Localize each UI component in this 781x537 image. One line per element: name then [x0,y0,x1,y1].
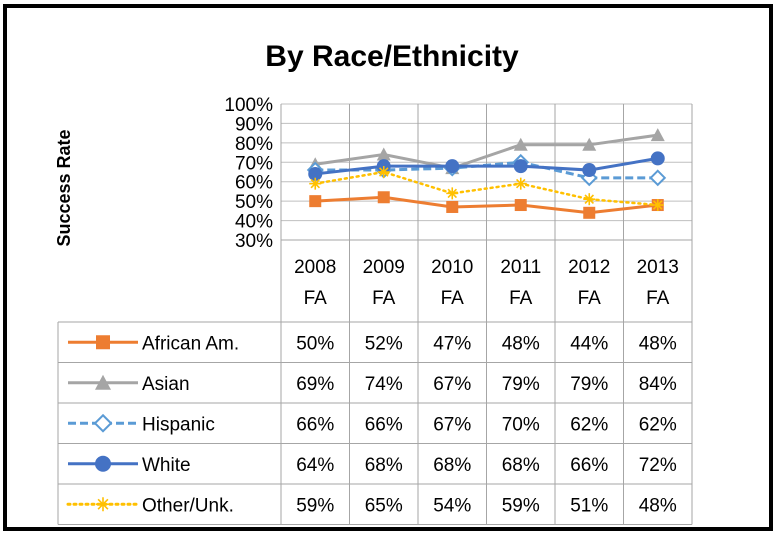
circle-marker [582,163,597,178]
data-cell: 72% [639,455,677,476]
series-line [315,156,659,176]
data-cell: 74% [365,374,403,395]
data-cell: 59% [296,495,334,516]
data-cell: 68% [502,455,540,476]
data-cell: 54% [433,495,471,516]
triangle-marker [582,137,597,151]
data-cell: 69% [296,374,334,395]
y-tick-label: 80% [235,134,273,155]
diamond-marker [649,169,667,187]
square-marker [583,206,596,219]
triangle-marker [650,128,665,142]
asterisk-marker [96,497,110,512]
data-cell: 84% [639,374,677,395]
data-cell: 70% [502,414,540,435]
data-cell: 65% [365,495,403,516]
data-cell: 79% [570,374,608,395]
y-tick-label: 60% [235,173,273,194]
series-name: White [142,455,191,476]
category-label: 2009 [363,257,405,278]
y-axis-label: Success Rate [54,129,74,246]
category-label: FA [372,288,396,309]
category-label: FA [578,288,602,309]
data-cell: 48% [639,495,677,516]
triangle-marker [376,147,391,161]
y-tick-label: 90% [235,114,273,135]
diamond-marker [93,413,113,433]
data-cell: 48% [502,333,540,354]
category-label: FA [304,288,328,309]
data-cell: 51% [570,495,608,516]
data-cell: 67% [433,374,471,395]
category-label: FA [441,288,465,309]
asterisk-marker [583,193,596,206]
data-cell: 50% [296,333,334,354]
data-cell: 47% [433,333,471,354]
category-label: FA [509,288,533,309]
asterisk-marker [446,187,459,200]
data-cell: 52% [365,333,403,354]
series-name: Other/Unk. [142,495,234,516]
series-name: Asian [142,374,190,395]
category-label: 2013 [637,257,679,278]
data-cell: 68% [433,455,471,476]
chart-title: By Race/Ethnicity [265,40,519,73]
category-label: FA [646,288,670,309]
data-cell: 59% [502,495,540,516]
y-tick-label: 70% [235,153,273,174]
square-marker [377,191,390,204]
y-tick-label: 30% [235,231,273,252]
data-cell: 67% [433,414,471,435]
category-label: 2012 [568,257,610,278]
circle-marker [308,166,323,181]
data-cell: 48% [639,333,677,354]
series-name: Hispanic [142,414,215,435]
asterisk-marker [651,199,664,212]
series-name: African Am. [142,333,239,354]
category-label: 2008 [294,257,336,278]
y-tick-label: 40% [235,212,273,233]
square-marker [96,335,110,350]
circle-marker [513,159,528,174]
series-line [314,170,659,207]
data-cell: 64% [296,455,334,476]
square-marker [309,195,322,208]
series-line [315,133,658,170]
asterisk-marker [514,177,527,190]
data-cell: 62% [639,414,677,435]
asterisk-marker [377,166,390,178]
circle-marker [650,151,665,166]
category-label: 2011 [500,257,541,278]
circle-marker [95,455,111,472]
data-cell: 68% [365,455,403,476]
y-tick-label: 100% [224,95,273,116]
series-other-unk [309,166,664,212]
circle-marker [445,159,460,174]
data-cell: 44% [570,333,608,354]
square-marker [446,200,459,213]
series-lines [306,128,667,219]
data-cell: 66% [296,414,334,435]
asterisk-marker [309,177,322,190]
category-label: 2010 [431,257,473,278]
data-cell: 62% [570,414,608,435]
y-tick-label: 50% [235,192,273,213]
triangle-marker [95,374,111,390]
data-cell: 79% [502,374,540,395]
data-table: 2008 FA 2009 FA 2010 FA 2011 FA 2012 FA 2013 FA Afri… [57,104,693,525]
square-marker [514,199,527,212]
triangle-marker [513,137,528,151]
series-line [315,195,658,215]
data-cell: 66% [570,455,608,476]
data-cell: 66% [365,414,403,435]
